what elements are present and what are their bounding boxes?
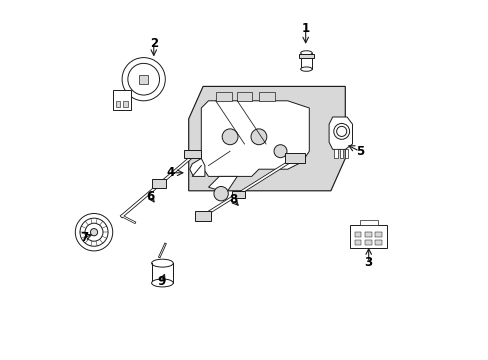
Circle shape	[85, 223, 103, 241]
Bar	[334, 149, 337, 158]
Circle shape	[222, 129, 238, 145]
Text: 2: 2	[149, 37, 158, 50]
Ellipse shape	[300, 67, 311, 71]
Bar	[359, 220, 377, 225]
Bar	[123, 101, 127, 107]
Bar	[374, 232, 381, 237]
Polygon shape	[201, 101, 309, 176]
Bar	[195, 211, 211, 221]
Circle shape	[213, 186, 228, 201]
Bar	[354, 240, 361, 245]
Polygon shape	[328, 117, 352, 149]
Bar	[231, 191, 244, 198]
Text: 3: 3	[364, 256, 372, 269]
Text: 1: 1	[301, 22, 309, 35]
Bar	[183, 150, 201, 158]
Circle shape	[336, 126, 346, 136]
Polygon shape	[189, 158, 204, 176]
Circle shape	[273, 145, 286, 158]
Ellipse shape	[151, 279, 173, 287]
Ellipse shape	[300, 51, 311, 55]
Bar	[284, 153, 304, 163]
Text: 4: 4	[166, 166, 175, 179]
Circle shape	[250, 129, 266, 145]
Bar	[374, 240, 381, 245]
Bar	[258, 92, 275, 101]
Polygon shape	[188, 86, 345, 191]
Bar	[113, 90, 131, 110]
Bar	[237, 92, 251, 101]
Text: 8: 8	[228, 193, 237, 206]
Text: 9: 9	[157, 275, 165, 288]
Bar	[151, 263, 173, 283]
Circle shape	[90, 229, 98, 236]
Bar	[354, 232, 361, 237]
Bar	[339, 149, 343, 158]
Text: 7: 7	[80, 231, 88, 244]
Bar	[300, 53, 311, 69]
Circle shape	[333, 123, 349, 139]
Ellipse shape	[151, 259, 173, 267]
Bar	[298, 54, 314, 58]
Text: 5: 5	[355, 145, 363, 158]
Bar	[365, 232, 371, 237]
Bar	[365, 240, 371, 245]
Text: 6: 6	[146, 190, 154, 203]
Polygon shape	[208, 176, 237, 193]
Bar	[215, 92, 231, 101]
Polygon shape	[125, 90, 133, 102]
Bar	[151, 179, 166, 188]
Bar	[349, 225, 386, 248]
Bar	[116, 101, 120, 107]
Bar	[344, 149, 347, 158]
Bar	[139, 75, 148, 84]
